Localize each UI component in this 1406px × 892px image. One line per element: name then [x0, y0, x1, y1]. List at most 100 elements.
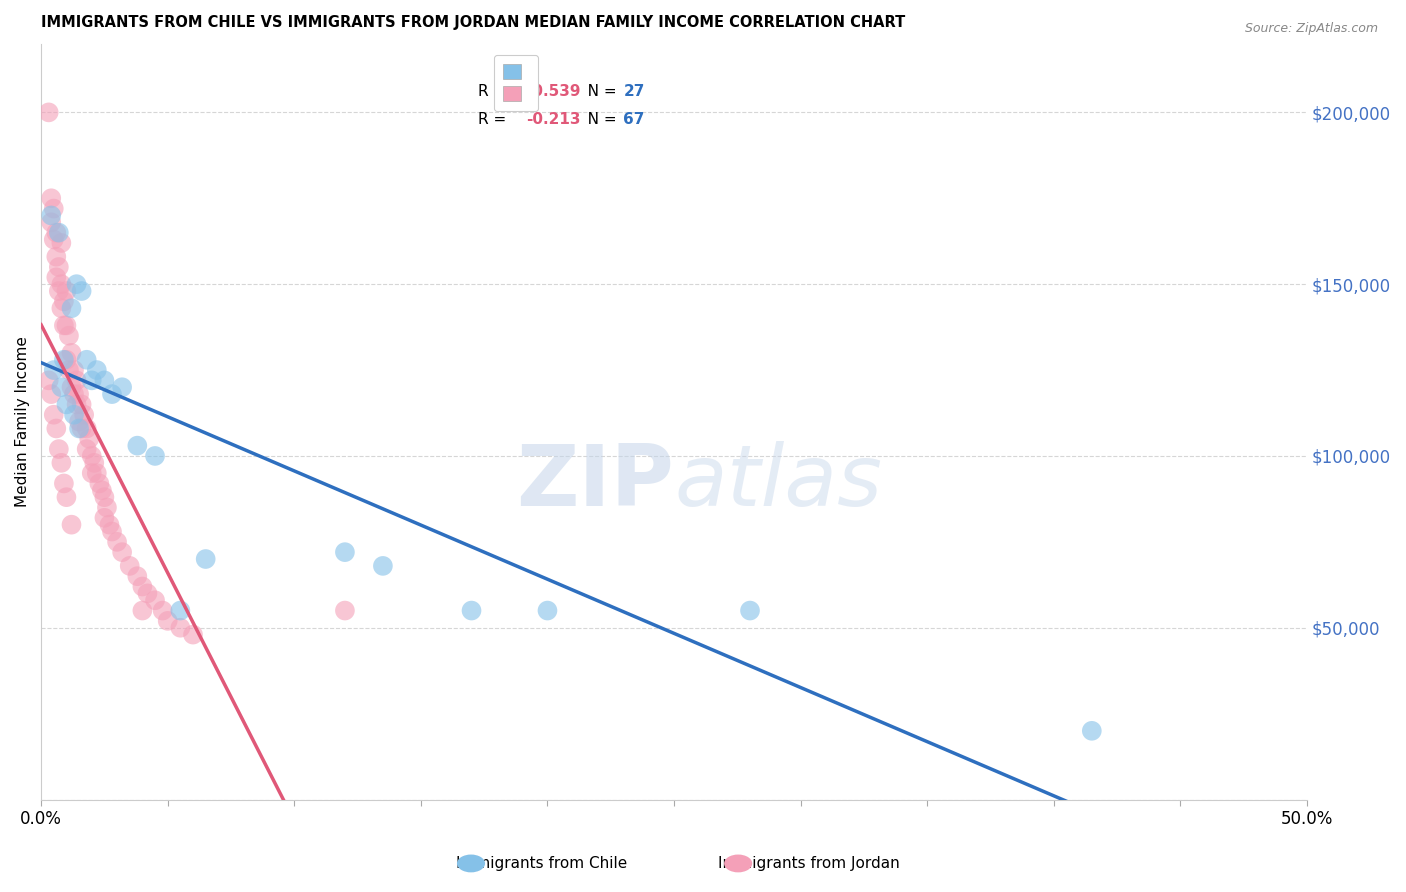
Point	[143, 593, 166, 607]
Point	[86, 466, 108, 480]
Point	[96, 500, 118, 515]
Point	[51, 456, 73, 470]
Point	[67, 387, 90, 401]
Point	[333, 545, 356, 559]
Y-axis label: Median Family Income: Median Family Income	[15, 336, 30, 507]
Point	[131, 603, 153, 617]
Point	[460, 603, 482, 617]
Point	[70, 284, 93, 298]
Point	[48, 284, 70, 298]
Point	[156, 614, 179, 628]
Point	[65, 277, 87, 292]
Legend: , : ,	[494, 55, 538, 111]
Point	[38, 373, 60, 387]
Point	[51, 301, 73, 316]
Point	[52, 294, 75, 309]
Point	[89, 476, 111, 491]
Point	[48, 442, 70, 456]
Point	[105, 534, 128, 549]
Point	[51, 380, 73, 394]
Text: R =: R =	[478, 84, 510, 99]
Point	[39, 209, 62, 223]
Point	[60, 346, 83, 360]
Text: 27: 27	[623, 84, 645, 99]
Text: Immigrants from Jordan: Immigrants from Jordan	[717, 856, 900, 871]
Point	[63, 387, 86, 401]
Point	[45, 270, 67, 285]
Text: -0.213: -0.213	[526, 112, 581, 127]
Point	[152, 603, 174, 617]
Point	[536, 603, 558, 617]
Point	[738, 603, 761, 617]
Point	[181, 627, 204, 641]
Point	[73, 408, 96, 422]
Point	[83, 456, 105, 470]
Text: atlas: atlas	[673, 441, 882, 524]
Point	[42, 233, 65, 247]
Point	[169, 621, 191, 635]
Point	[60, 380, 83, 394]
Point	[51, 277, 73, 292]
Point	[76, 442, 98, 456]
Point	[143, 449, 166, 463]
Point	[42, 363, 65, 377]
Point	[39, 215, 62, 229]
Point	[70, 421, 93, 435]
Point	[55, 284, 77, 298]
Point	[48, 260, 70, 274]
Text: Immigrants from Chile: Immigrants from Chile	[456, 856, 627, 871]
Point	[67, 415, 90, 429]
Point	[55, 397, 77, 411]
Point	[45, 421, 67, 435]
Point	[58, 363, 80, 377]
Point	[111, 545, 134, 559]
Point	[60, 517, 83, 532]
Point	[111, 380, 134, 394]
Point	[127, 439, 149, 453]
Point	[42, 408, 65, 422]
Point	[131, 580, 153, 594]
Point	[48, 226, 70, 240]
Point	[67, 421, 90, 435]
Point	[39, 191, 62, 205]
Point	[169, 603, 191, 617]
Point	[65, 373, 87, 387]
Text: ZIP: ZIP	[516, 441, 673, 524]
Point	[63, 363, 86, 377]
Point	[76, 352, 98, 367]
Text: -0.539: -0.539	[526, 84, 581, 99]
Point	[52, 352, 75, 367]
Point	[63, 408, 86, 422]
Text: Source: ZipAtlas.com: Source: ZipAtlas.com	[1244, 22, 1378, 36]
Text: 67: 67	[623, 112, 645, 127]
Point	[101, 387, 124, 401]
Point	[58, 328, 80, 343]
Point	[65, 397, 87, 411]
Point	[136, 586, 159, 600]
Point	[90, 483, 112, 498]
Text: IMMIGRANTS FROM CHILE VS IMMIGRANTS FROM JORDAN MEDIAN FAMILY INCOME CORRELATION: IMMIGRANTS FROM CHILE VS IMMIGRANTS FROM…	[41, 15, 905, 30]
Text: N =: N =	[572, 84, 621, 99]
Point	[118, 558, 141, 573]
Point	[55, 490, 77, 504]
Point	[38, 105, 60, 120]
Text: R =: R =	[478, 112, 510, 127]
Point	[76, 421, 98, 435]
Point	[42, 202, 65, 216]
Point	[60, 301, 83, 316]
Point	[101, 524, 124, 539]
Point	[80, 373, 103, 387]
Point	[80, 466, 103, 480]
Point	[51, 235, 73, 250]
Point	[93, 490, 115, 504]
Point	[45, 226, 67, 240]
Point	[55, 352, 77, 367]
Point	[127, 569, 149, 583]
Point	[52, 476, 75, 491]
Text: N =: N =	[572, 112, 621, 127]
Point	[93, 373, 115, 387]
Point	[55, 318, 77, 333]
Point	[52, 318, 75, 333]
Point	[80, 449, 103, 463]
Point	[98, 517, 121, 532]
